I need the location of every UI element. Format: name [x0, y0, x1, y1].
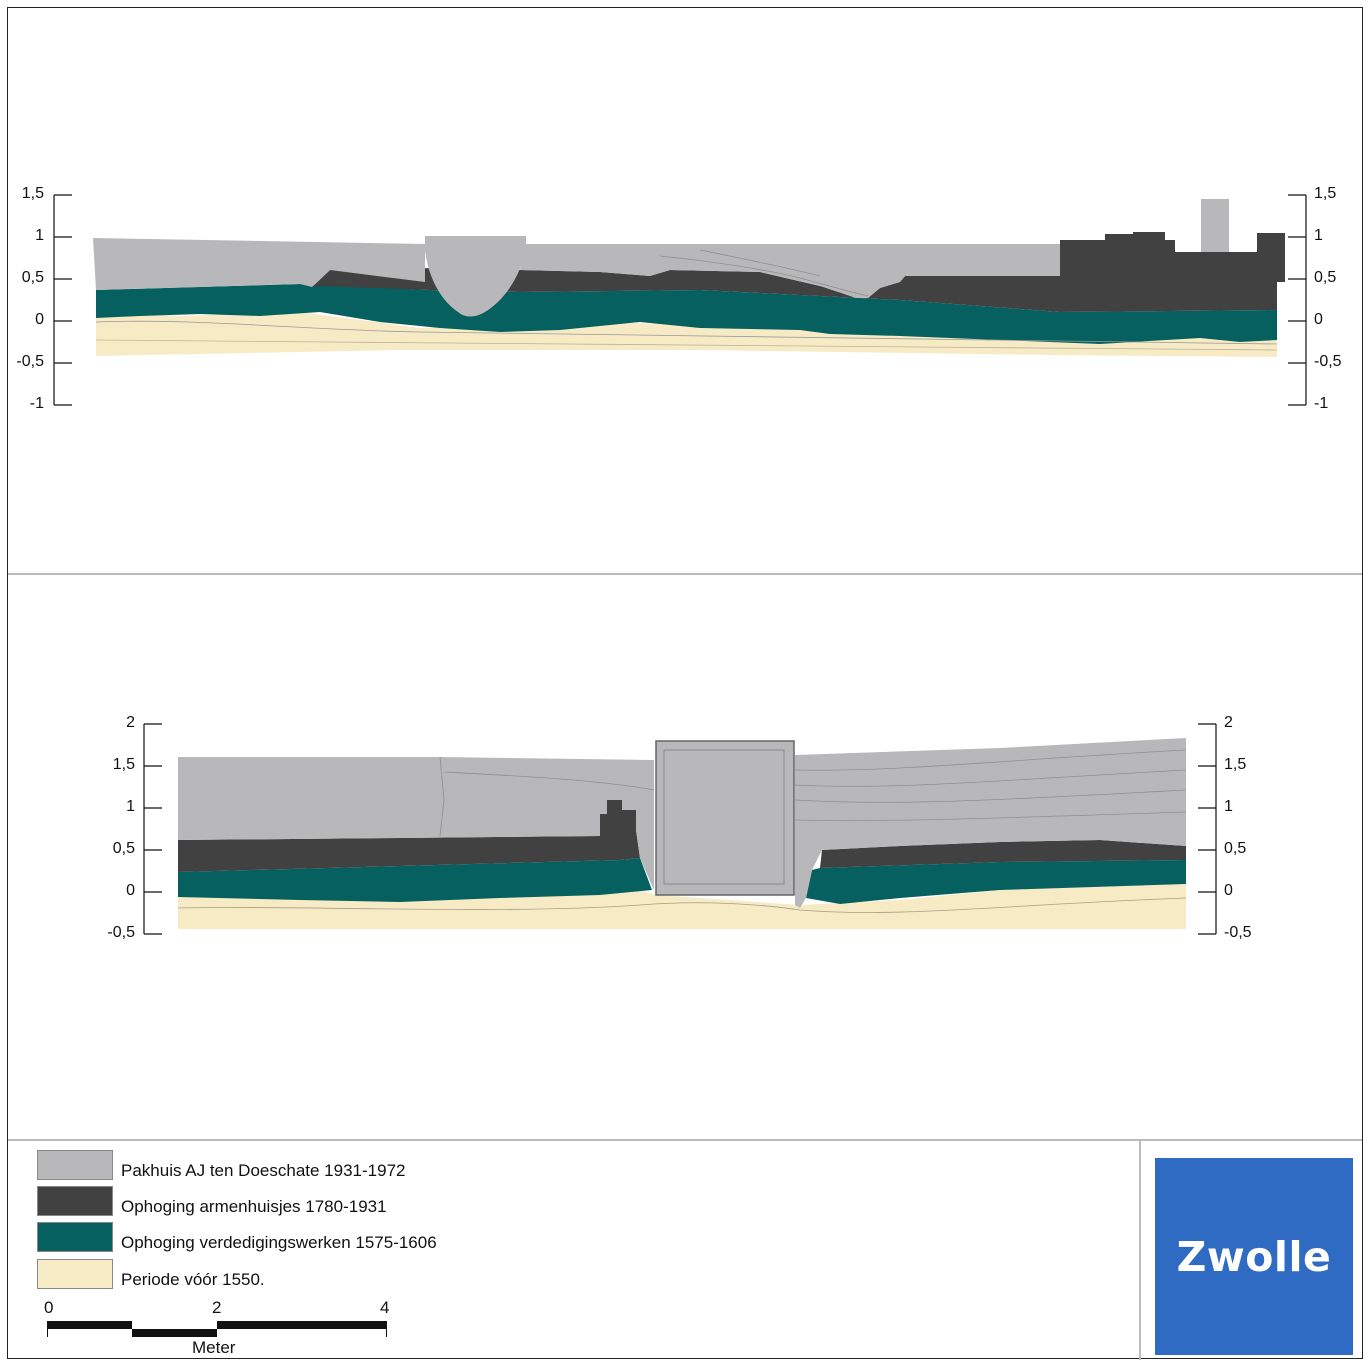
axis-tick-label: 0,5	[1314, 269, 1337, 286]
layer-outline	[699, 249, 821, 277]
section-divider-bottom	[8, 1139, 1362, 1141]
legend-swatch	[37, 1150, 113, 1180]
axis-tick-label: 0	[1224, 882, 1233, 899]
axis-tick-label: -0,5	[1314, 353, 1342, 370]
layer-pakhuis-left	[93, 238, 425, 290]
layer-outline	[794, 811, 1187, 821]
layer-pakhuis-middle	[520, 244, 1060, 298]
pakhuis-foundation-pit	[425, 236, 526, 317]
section-divider-top	[8, 573, 1362, 575]
axis-tick-label: 0	[1314, 311, 1323, 328]
profile-top	[53, 194, 1307, 406]
axis-bottom-right	[1198, 723, 1217, 935]
layer-outline	[794, 749, 1187, 771]
axis-tick-label: 1,5	[21, 185, 44, 202]
axis-tick-label: 2	[1224, 714, 1233, 731]
sheet-frame	[7, 7, 1363, 1359]
axis-tick-label: 1	[1314, 227, 1323, 244]
axis-tick-label: -1	[1314, 395, 1329, 412]
layer-ophoging-verdedigingswerken-right	[806, 860, 1186, 904]
axis-tick-label: 0,5	[112, 840, 135, 857]
layer-outline	[659, 255, 869, 297]
legend-swatch	[37, 1222, 113, 1252]
layer-ophoging-armenhuisjes	[178, 800, 640, 872]
scale-unit-label: Meter	[192, 1338, 236, 1357]
pakhuis-concrete-block	[655, 740, 795, 896]
zwolle-logo: Zwolle	[1155, 1158, 1353, 1355]
pakhuis-concrete-block-inner	[663, 749, 785, 885]
scale-bar: 0 2 4 Meter	[44, 1298, 390, 1358]
scale-outline	[47, 1321, 387, 1337]
layer-ophoging-verdedigingswerken	[178, 858, 652, 902]
scale-tick-label: 4	[380, 1298, 390, 1317]
logo-divider	[1139, 1140, 1141, 1360]
layer-outline	[443, 771, 655, 791]
legend-label: Periode vóór 1550.	[121, 1270, 265, 1289]
axis-bottom-left	[143, 723, 162, 935]
legend-label: Pakhuis AJ ten Doeschate 1931-1972	[121, 1161, 406, 1180]
layer-pakhuis-left	[178, 757, 654, 890]
legend-label: Ophoging verdedigingswerken 1575-1606	[121, 1233, 437, 1252]
scale-segment	[47, 1321, 132, 1329]
logo-text: Zwolle	[1176, 1232, 1332, 1281]
axis-top-left	[53, 194, 72, 406]
layer-ophoging-verdedigingswerken	[96, 284, 1277, 344]
axis-tick-label: 1,5	[112, 756, 135, 773]
layer-ophoging-armenhuisjes-right	[820, 840, 1186, 868]
legend-swatch	[37, 1186, 113, 1216]
layer-ophoging-armenhuisjes	[312, 232, 1285, 312]
axis-tick-label: 2	[126, 714, 135, 731]
layer-outline	[439, 756, 445, 837]
axis-tick-label: 1,5	[1314, 185, 1337, 202]
axis-tick-label: -0,5	[1224, 924, 1252, 941]
axis-tick-label: 0,5	[1224, 840, 1247, 857]
scale-segment	[217, 1321, 387, 1329]
axis-tick-label: -0,5	[107, 924, 135, 941]
axis-tick-label: 1	[35, 227, 44, 244]
layer-periode-voor-1550	[178, 884, 1186, 929]
pakhuis-chimney	[1201, 199, 1229, 252]
axis-tick-label: 0	[126, 882, 135, 899]
profile-bottom	[143, 723, 1217, 935]
scale-tick-label: 0	[44, 1298, 54, 1317]
axis-tick-label: -1	[29, 395, 44, 412]
legend-label: Ophoging armenhuisjes 1780-1931	[121, 1197, 387, 1216]
axis-tick-label: -0,5	[16, 353, 44, 370]
axis-tick-label: 1	[1224, 798, 1233, 815]
layer-outline	[177, 897, 1187, 913]
axis-tick-label: 1	[126, 798, 135, 815]
layer-pakhuis-right	[795, 738, 1186, 908]
legend-swatch	[37, 1259, 113, 1289]
layer-outline	[794, 769, 1187, 787]
axis-tick-label: 1,5	[1224, 756, 1247, 773]
layer-outline	[794, 789, 1187, 803]
scale-segment	[132, 1329, 217, 1337]
scale-tick-label: 2	[212, 1298, 222, 1317]
layer-periode-voor-1550	[96, 312, 1277, 357]
axis-tick-label: 0,5	[21, 269, 44, 286]
axis-top-right	[1288, 194, 1307, 406]
axis-tick-label: 0	[35, 311, 44, 328]
